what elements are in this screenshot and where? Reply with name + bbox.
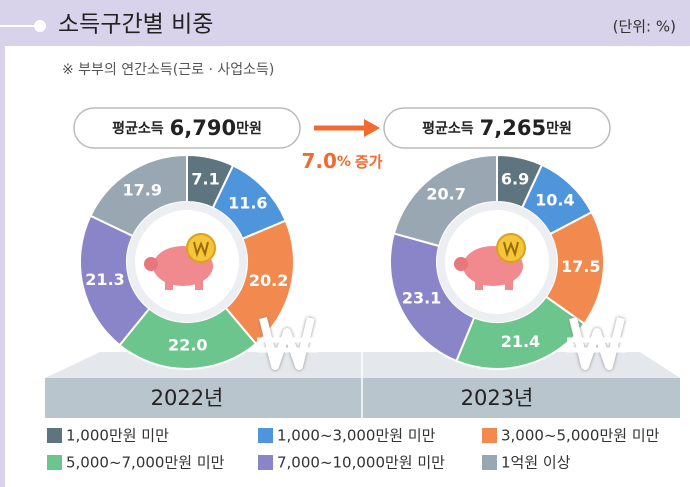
average-pill — [383, 107, 611, 149]
pig-leg — [475, 280, 483, 290]
value-label: 21.3 — [85, 270, 124, 289]
legend-label: 1억원 이상 — [501, 454, 571, 472]
value-label: 23.1 — [402, 288, 441, 307]
value-label: 11.6 — [228, 194, 267, 213]
value-label: 20.2 — [249, 271, 288, 290]
title: 소득구간별 비중 — [58, 12, 213, 38]
legend-swatch — [482, 455, 497, 470]
average-pill — [73, 107, 301, 149]
pig-snout — [144, 257, 158, 271]
side-strip — [0, 46, 5, 487]
value-label: 21.4 — [501, 332, 540, 351]
coin-mark — [193, 241, 209, 258]
coin — [186, 233, 216, 263]
pig-snout — [454, 257, 468, 271]
value-label: 17.5 — [561, 257, 600, 276]
note: ※ 부부의 연간소득(근로 · 사업소득) — [62, 62, 274, 78]
unit: (단위: %) — [613, 18, 676, 36]
legend-label: 1,000만원 미만 — [66, 427, 169, 445]
header-dot — [34, 20, 46, 32]
legend-swatch — [482, 428, 497, 443]
average: 평균소득 7,265만원 — [422, 116, 572, 140]
chart-title: 2023년 — [461, 386, 534, 410]
value-label: 20.7 — [426, 185, 465, 204]
average: 평균소득 6,790만원 — [112, 116, 262, 140]
growth-rate: 7.0 — [301, 149, 336, 173]
average-unit: 만원 — [546, 121, 572, 137]
value-label: 10.4 — [535, 191, 574, 210]
average-label: 평균소득 — [112, 120, 164, 137]
legend-label: 1,000~3,000만원 미만 — [277, 427, 436, 445]
coin-mark — [503, 241, 519, 258]
value-label: 22.0 — [168, 335, 207, 354]
average-value: 6,790 — [170, 116, 236, 140]
growth-unit: % — [337, 154, 351, 170]
average-value: 7,265 — [480, 116, 546, 140]
pig-leg — [195, 280, 203, 290]
chart-title: 2022년 — [151, 386, 224, 410]
growth-text: 증가 — [355, 153, 383, 171]
value-label: 6.9 — [501, 169, 529, 188]
pig-leg — [165, 280, 173, 290]
legend-swatch — [258, 428, 273, 443]
growth: 7.0% 증가 — [301, 149, 382, 173]
average-unit: 만원 — [236, 121, 262, 137]
legend-swatch — [47, 428, 62, 443]
legend-swatch — [258, 455, 273, 470]
coin — [496, 233, 526, 263]
legend-swatch — [47, 455, 62, 470]
legend: 1,000만원 미만 1,000~3,000만원 미만 3,000~5,000만원 … — [47, 427, 660, 472]
header-band — [0, 0, 690, 46]
value-label: 7.1 — [191, 170, 219, 189]
legend-label: 5,000~7,000만원 미만 — [66, 454, 225, 472]
arrow-head — [364, 119, 380, 137]
legend-label: 7,000~10,000만원 미만 — [277, 454, 445, 472]
value-label: 17.9 — [123, 180, 162, 199]
average-label: 평균소득 — [422, 120, 474, 137]
pig-leg — [505, 280, 513, 290]
legend-label: 3,000~5,000만원 미만 — [501, 427, 660, 445]
